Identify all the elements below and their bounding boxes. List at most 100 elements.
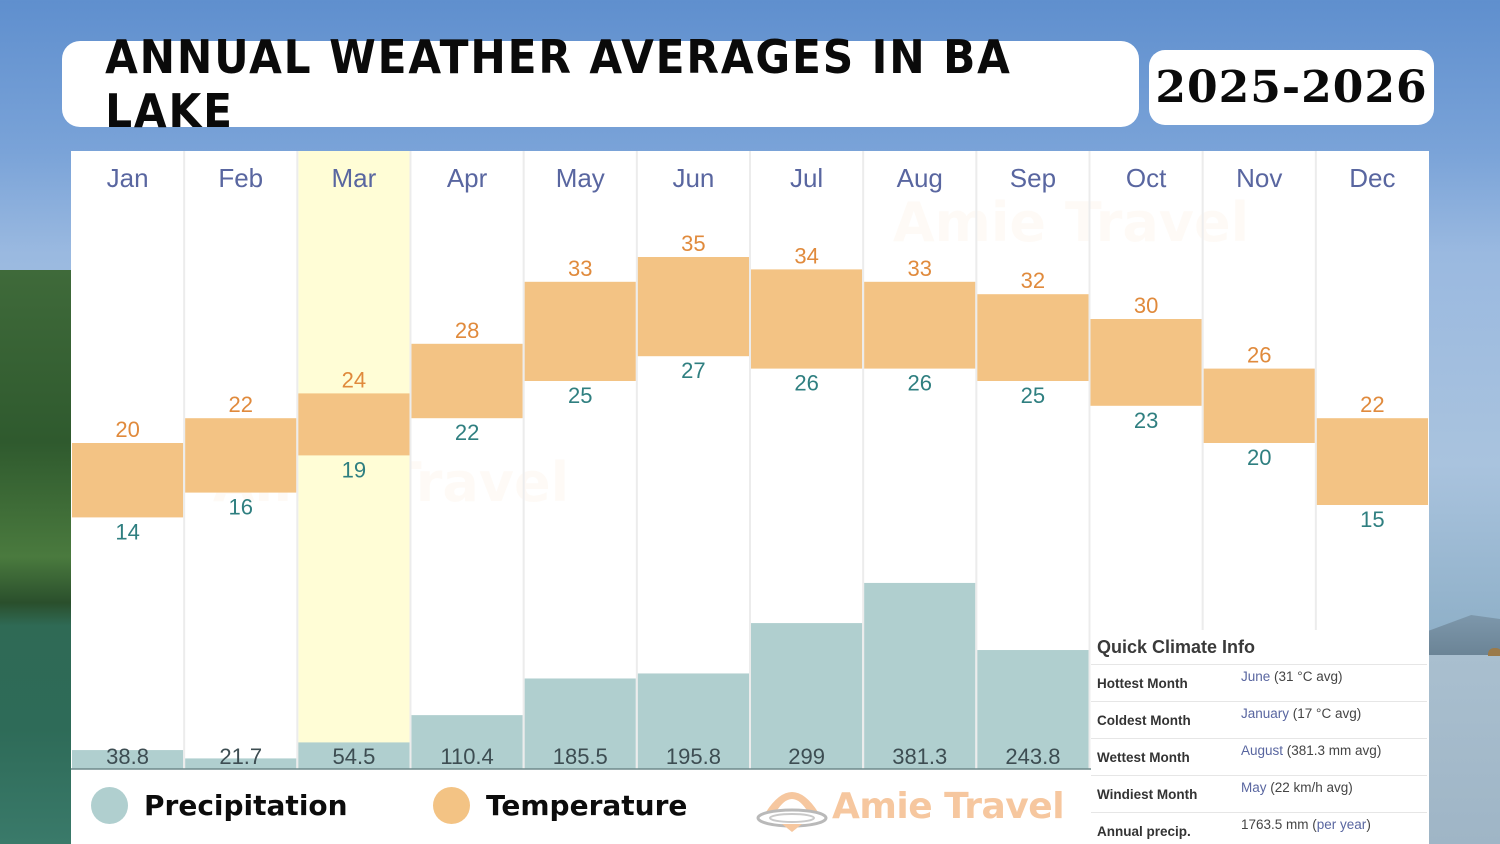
climate-value-text: (381.3 mm avg): [1283, 743, 1382, 758]
low-temp-label: 25: [568, 383, 592, 408]
high-temp-label: 22: [1360, 392, 1384, 417]
precipitation-label: 299: [788, 744, 825, 769]
climate-key: Coldest Month: [1097, 713, 1191, 728]
low-temp-label: 22: [455, 420, 479, 445]
month-label-sep: Sep: [1010, 163, 1056, 193]
high-temp-label: 33: [908, 256, 932, 281]
quick-climate-info: Quick Climate Info Hottest Month June (3…: [1091, 630, 1427, 844]
temperature-bar-apr: [411, 343, 523, 419]
precipitation-label: 21.7: [219, 744, 262, 769]
high-temp-label: 20: [115, 417, 139, 442]
temperature-bar-dec: [1316, 418, 1428, 505]
low-temp-label: 19: [342, 457, 366, 482]
climate-value-text: 1763.5 mm (: [1241, 817, 1317, 832]
climate-value-text: (22 km/h avg): [1266, 780, 1353, 795]
precipitation-bar-may: [524, 678, 636, 769]
high-temp-label: 26: [1247, 343, 1271, 368]
precipitation-label: 185.5: [553, 744, 608, 769]
climate-value: May (22 km/h avg): [1235, 776, 1353, 812]
month-link-august[interactable]: August: [1241, 743, 1284, 758]
month-label-jan: Jan: [107, 163, 149, 193]
climate-value: 1763.5 mm (per year): [1235, 813, 1371, 844]
month-label-nov: Nov: [1236, 163, 1282, 193]
climate-row-annual-precip: Annual precip. 1763.5 mm (per year): [1091, 813, 1427, 844]
background-hut: [1488, 648, 1500, 656]
climate-row-windiest: Windiest Month May (22 km/h avg): [1091, 776, 1427, 813]
weather-chart: Amie Travel Amie Travel Jan 20 14 38.8 Feb 22 16…: [71, 151, 1429, 844]
climate-key: Wettest Month: [1097, 750, 1190, 765]
chart-legend: Precipitation Temperature Amie Travel: [71, 770, 1091, 844]
climate-value-tail: ): [1366, 817, 1371, 832]
temperature-bar-aug: [864, 281, 976, 369]
legend-label-precipitation: Precipitation: [144, 789, 348, 822]
high-temp-label: 28: [455, 318, 479, 343]
low-temp-label: 27: [681, 358, 705, 383]
month-label-jun: Jun: [672, 163, 714, 193]
low-temp-label: 16: [229, 495, 253, 520]
amie-travel-logo-icon: [756, 792, 828, 832]
year-badge: 2025-2026: [1149, 50, 1434, 125]
background-lake: [1428, 655, 1500, 844]
precipitation-label: 381.3: [892, 744, 947, 769]
low-temp-label: 15: [1360, 507, 1384, 532]
climate-value: January (17 °C avg): [1235, 702, 1361, 738]
climate-value: June (31 °C avg): [1235, 665, 1342, 701]
month-link-june[interactable]: June: [1241, 669, 1271, 684]
climate-key: Windiest Month: [1097, 787, 1198, 802]
climate-key: Hottest Month: [1097, 676, 1188, 691]
low-temp-label: 26: [794, 371, 818, 396]
highlight-column: [298, 151, 410, 769]
month-label-jul: Jul: [790, 163, 823, 193]
precipitation-bar-aug: [864, 582, 976, 769]
year-range: 2025-2026: [1155, 62, 1428, 113]
climate-value-text: (31 °C avg): [1270, 669, 1343, 684]
month-label-mar: Mar: [332, 163, 377, 193]
precipitation-label: 243.8: [1005, 744, 1060, 769]
high-temp-label: 33: [568, 256, 592, 281]
month-link-january[interactable]: January: [1241, 706, 1290, 721]
precipitation-bar-jul: [751, 623, 863, 769]
low-temp-label: 14: [115, 519, 139, 544]
precipitation-bar-apr: [411, 715, 523, 769]
temperature-bar-sep: [977, 294, 1089, 381]
temperature-bar-jan: [72, 443, 184, 518]
watermark-text: Amie Travel: [893, 191, 1249, 254]
climate-key: Annual precip.: [1097, 824, 1191, 839]
month-link-may[interactable]: May: [1241, 780, 1267, 795]
climate-value: August (381.3 mm avg): [1235, 739, 1381, 775]
month-label-apr: Apr: [447, 163, 488, 193]
temperature-bar-feb: [185, 418, 297, 493]
precipitation-label: 110.4: [440, 744, 493, 769]
climate-info-title: Quick Climate Info: [1091, 630, 1427, 665]
month-label-aug: Aug: [897, 163, 943, 193]
high-temp-label: 32: [1021, 268, 1045, 293]
month-label-dec: Dec: [1349, 163, 1395, 193]
precipitation-label: 54.5: [333, 744, 376, 769]
low-temp-label: 25: [1021, 383, 1045, 408]
precipitation-bar-sep: [977, 650, 1089, 769]
brand-logo: Amie Travel: [756, 778, 1065, 834]
precipitation-bar-jun: [637, 673, 749, 769]
precipitation-swatch-icon: [91, 787, 128, 824]
month-label-feb: Feb: [218, 163, 263, 193]
climate-row-coldest: Coldest Month January (17 °C avg): [1091, 702, 1427, 739]
title-banner: ANNUAL WEATHER AVERAGES IN BA LAKE: [62, 30, 1139, 138]
legend-item-temperature: Temperature: [433, 787, 687, 824]
temperature-bar-mar: [298, 393, 410, 456]
low-temp-label: 26: [908, 371, 932, 396]
climate-row-hottest: Hottest Month June (31 °C avg): [1091, 665, 1427, 702]
high-temp-label: 30: [1134, 293, 1158, 318]
per-year-link[interactable]: per year: [1316, 817, 1367, 832]
climate-row-wettest: Wettest Month August (381.3 mm avg): [1091, 739, 1427, 776]
month-label-may: May: [556, 163, 605, 193]
climate-value-text: (17 °C avg): [1289, 706, 1362, 721]
page-title: ANNUAL WEATHER AVERAGES IN BA LAKE: [105, 30, 1012, 138]
high-temp-label: 22: [229, 392, 253, 417]
low-temp-label: 23: [1134, 408, 1158, 433]
temperature-bar-nov: [1203, 368, 1315, 443]
legend-label-temperature: Temperature: [486, 789, 688, 822]
temperature-swatch-icon: [433, 787, 470, 824]
background-forest-lake: [0, 270, 72, 844]
precipitation-label: 38.8: [106, 744, 149, 769]
precipitation-bar-jan: [72, 750, 184, 769]
